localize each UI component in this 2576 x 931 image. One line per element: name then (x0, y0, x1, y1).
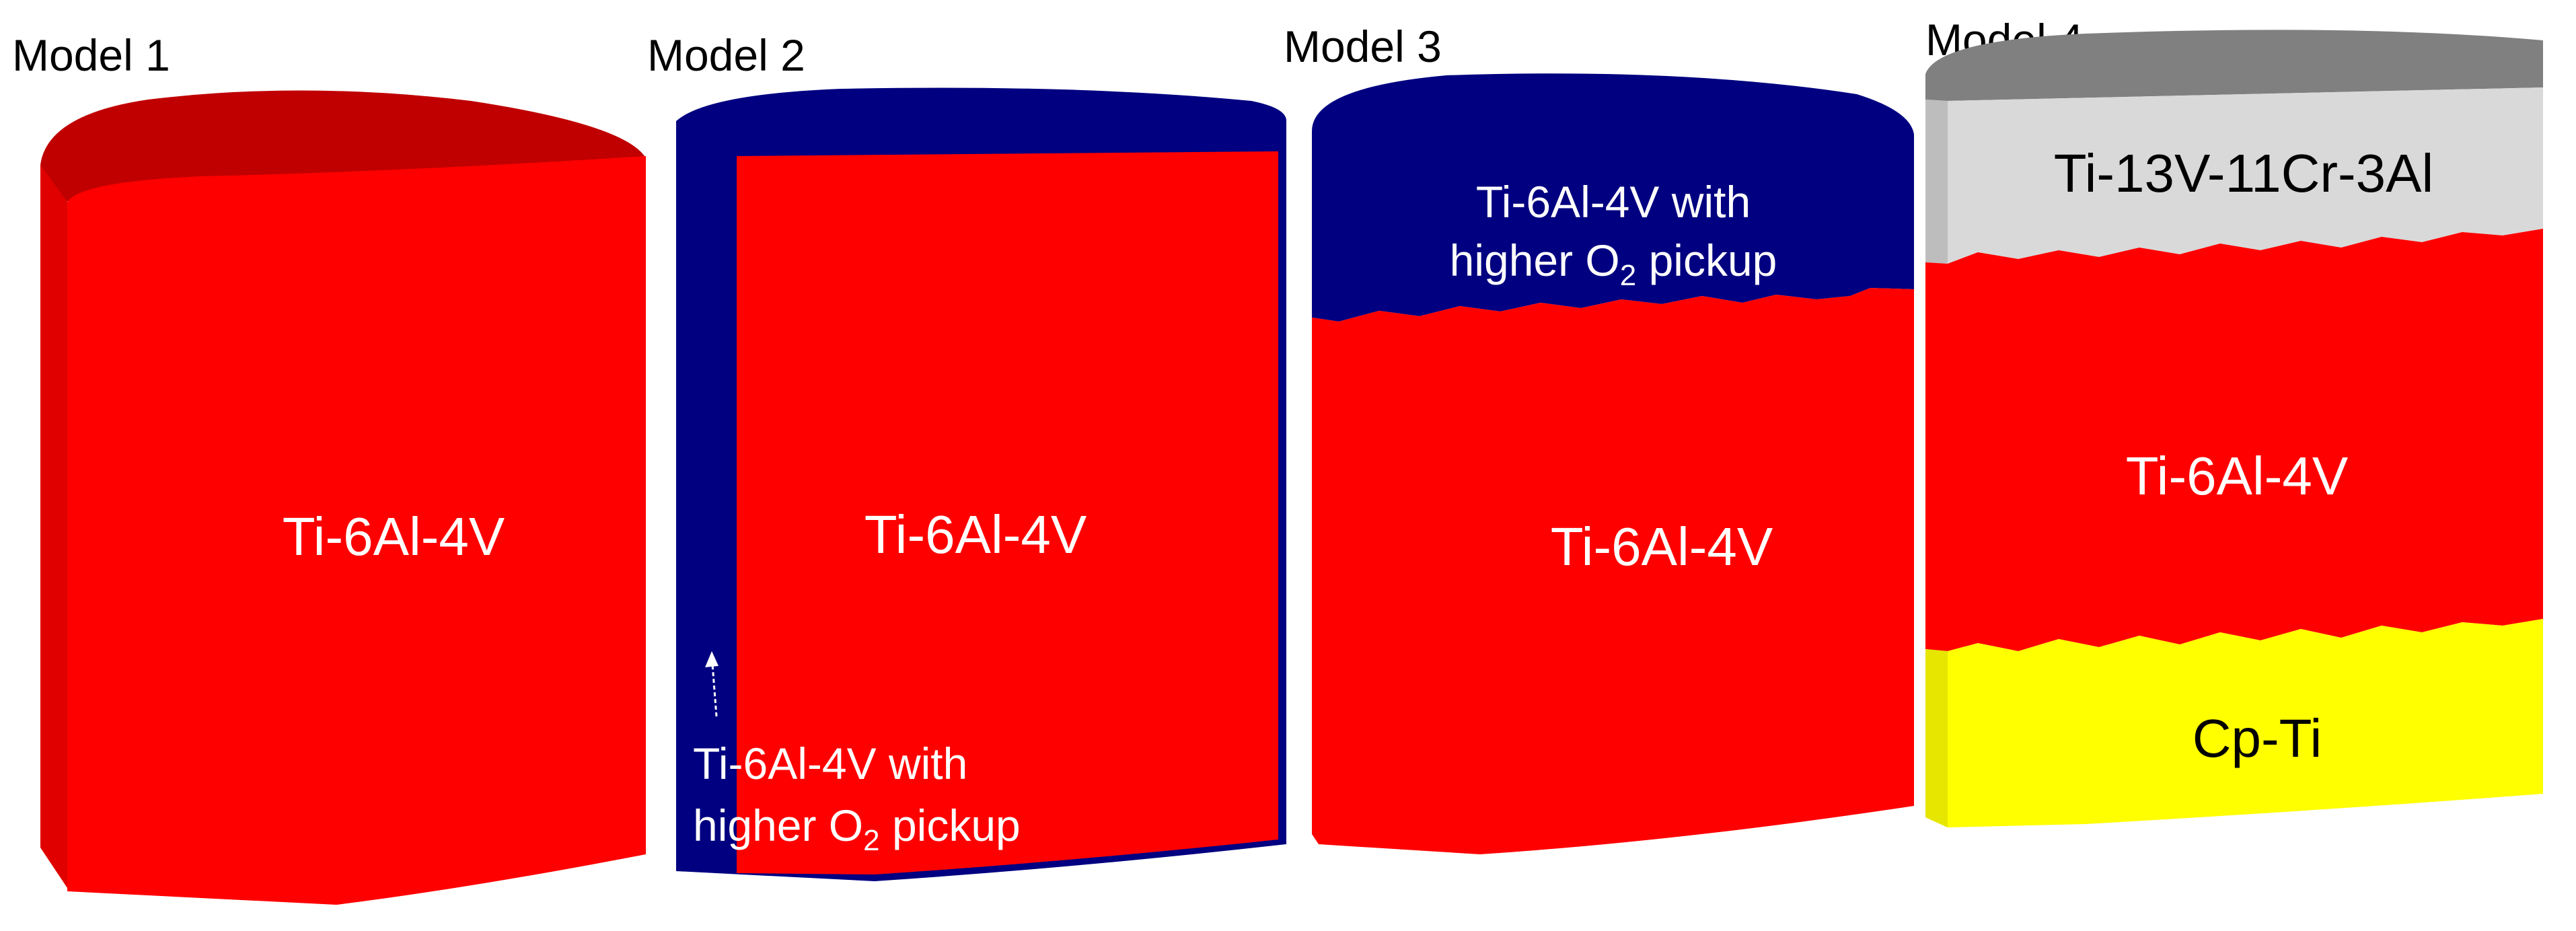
model-4-bottom-layer-side (1925, 649, 1948, 827)
model-1: Model 1 Ti-6Al-4V (12, 30, 646, 905)
model-3-bottom-layer (1312, 288, 1914, 854)
model-4-top-layer-side (1925, 100, 1948, 264)
model-2-pointer-arrowhead (705, 651, 719, 667)
model-2-shell-label-line2: higher O2 pickup (693, 800, 1021, 857)
model-4-middle-layer (1925, 229, 2543, 651)
model-4-mid-label: Ti-6Al-4V (2126, 446, 2349, 506)
model-4-bottom-label: Cp-Ti (2193, 708, 2322, 768)
model-1-title: Model 1 (12, 30, 170, 80)
model-3-top-label-line2: higher O2 pickup (1450, 235, 1777, 292)
model-3-title: Model 3 (1284, 22, 1442, 71)
model-1-side-face (40, 165, 67, 888)
model-2-body-label: Ti-6Al-4V (864, 505, 1087, 564)
model-3-body-label: Ti-6Al-4V (1551, 517, 1773, 576)
model-4-top-cap (1925, 30, 2543, 101)
model-3: Model 3 Ti-6Al-4V with higher O2 pickup … (1284, 22, 1914, 854)
model-4-top-layer (1948, 87, 2543, 264)
model-2-inner-core (737, 151, 1278, 874)
model-2-title: Model 2 (647, 30, 805, 80)
model-3-top-layer (1312, 131, 1914, 322)
model-3-top-label-line1: Ti-6Al-4V with (1476, 177, 1751, 227)
model-4: Model 4 Ti-13V-11Cr-3Al Ti-6Al-4V Cp-Ti (1925, 15, 2543, 827)
model-1-front-face (67, 156, 646, 905)
model-4-top-label: Ti-13V-11Cr-3Al (2054, 143, 2434, 203)
model-4-bottom-layer (1925, 619, 2543, 827)
model-2-shell-label-line1: Ti-6Al-4V with (693, 739, 967, 788)
model-2: Model 2 Ti-6Al-4V Ti-6Al-4V with higher … (647, 30, 1286, 881)
model-1-body-label: Ti-6Al-4V (283, 507, 505, 566)
